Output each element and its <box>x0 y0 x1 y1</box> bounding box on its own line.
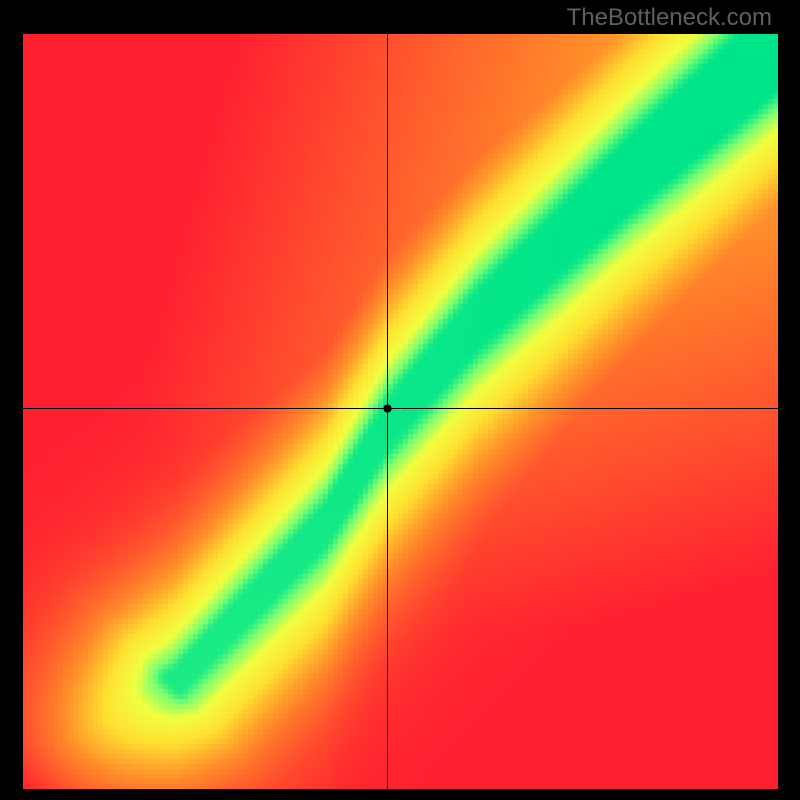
crosshair-overlay <box>23 34 778 789</box>
chart-wrap: { "watermark": { "text": "TheBottleneck.… <box>0 0 800 800</box>
watermark-text: TheBottleneck.com <box>567 4 772 32</box>
